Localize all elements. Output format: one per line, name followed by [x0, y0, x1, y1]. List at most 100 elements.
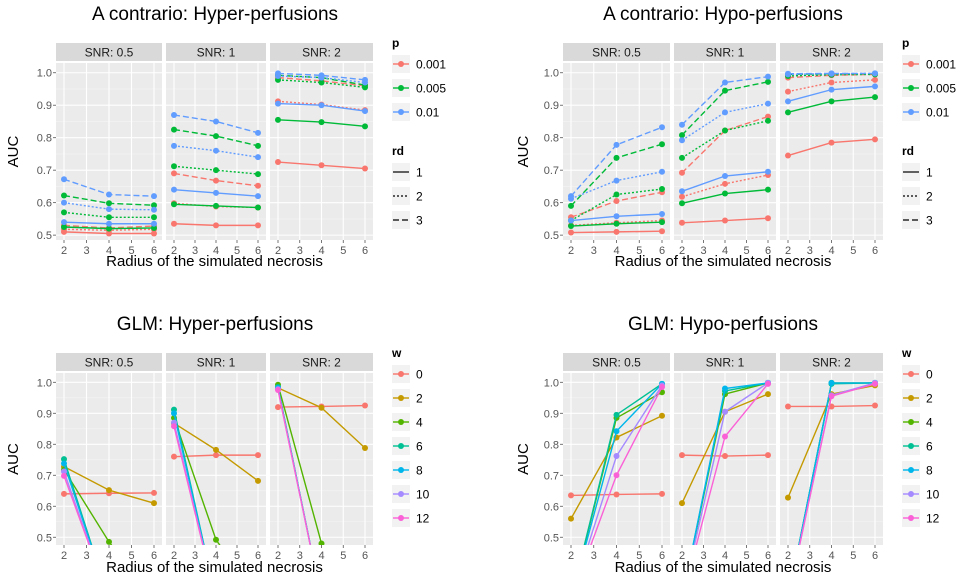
data-point — [275, 159, 281, 166]
data-point — [659, 228, 665, 235]
facet-strip-label: SNR: 1 — [197, 46, 236, 60]
legend-key — [392, 211, 410, 229]
data-point — [362, 108, 368, 115]
data-point — [171, 111, 177, 118]
x-tick-label: 2 — [275, 550, 281, 562]
legend-point — [398, 85, 404, 91]
facet-strip — [270, 353, 373, 371]
data-point — [151, 193, 157, 200]
y-tick-label: 0.9 — [37, 100, 52, 112]
data-point — [722, 127, 728, 134]
data-point — [61, 176, 67, 183]
chart-glm-hyper: GLM: Hyper-perfusions AUC Radius of the si… — [5, 314, 430, 576]
x-axis-label: Radius of the simulated necrosis — [615, 559, 832, 576]
data-point — [828, 379, 835, 386]
x-tick-label: 2 — [275, 245, 281, 257]
x-tick-label: 6 — [872, 550, 878, 562]
data-point — [613, 220, 620, 227]
legend-label: 0.01 — [926, 106, 950, 120]
x-tick-label: 5 — [743, 245, 749, 257]
legend-label: 10 — [926, 488, 940, 502]
x-tick-label: 3 — [297, 245, 303, 257]
data-point — [171, 163, 177, 170]
series-line-0.005-rd2 — [277, 79, 366, 89]
facet-strip-label: SNR: 2 — [812, 46, 851, 60]
legend-label: 0.001 — [926, 58, 956, 72]
x-tick-label: 2 — [171, 245, 177, 257]
data-point — [151, 202, 157, 209]
x-tick-label: 2 — [679, 245, 685, 257]
legend-title: rd — [392, 144, 404, 158]
data-point — [765, 73, 771, 80]
facet-series-group — [785, 379, 878, 545]
data-point — [659, 490, 665, 497]
x-tick-label: 4 — [213, 550, 219, 562]
data-point — [171, 453, 177, 460]
x-tick-label: 4 — [106, 550, 112, 562]
data-point — [722, 79, 728, 86]
legend-key — [902, 211, 920, 229]
data-point — [872, 136, 878, 143]
data-point — [213, 189, 219, 196]
data-point — [679, 154, 685, 161]
data-point — [765, 186, 771, 193]
y-tick-label: 0.6 — [37, 198, 52, 210]
facet-strip-label: SNR: 2 — [302, 46, 341, 60]
x-tick-label: 3 — [807, 245, 813, 257]
data-point — [106, 214, 112, 221]
data-point — [659, 168, 665, 175]
y-tick-label: 1.0 — [37, 377, 52, 389]
data-point — [213, 118, 219, 125]
data-point — [679, 193, 685, 200]
series-line-0.001-rd3 — [681, 115, 769, 174]
x-tick-label: 3 — [192, 245, 198, 257]
legend-title: p — [902, 36, 909, 50]
facet-series-group — [61, 456, 157, 545]
x-tick-label: 4 — [828, 245, 834, 257]
facet-strip — [563, 43, 670, 61]
facet-strip — [166, 43, 266, 61]
data-point — [61, 209, 67, 216]
data-point — [275, 70, 281, 77]
data-point — [318, 162, 325, 169]
legend-point — [908, 61, 914, 67]
data-point — [722, 433, 728, 440]
data-point — [61, 224, 67, 231]
data-point — [106, 225, 112, 232]
data-point — [872, 94, 878, 101]
x-tick-label: 5 — [850, 550, 856, 562]
legend-label: 2 — [926, 190, 933, 204]
data-point — [213, 202, 219, 209]
data-point — [872, 76, 878, 83]
data-point — [679, 500, 685, 507]
data-point — [255, 142, 261, 149]
legend-label: 12 — [416, 512, 430, 526]
legend-label: 10 — [416, 488, 430, 502]
x-tick-label: 6 — [255, 550, 261, 562]
x-tick-label: 5 — [743, 550, 749, 562]
x-tick-label: 4 — [722, 245, 728, 257]
data-point — [765, 391, 771, 398]
series-line-8 — [173, 413, 205, 545]
data-point — [171, 423, 177, 430]
legend-point — [908, 443, 914, 449]
data-point — [213, 222, 219, 229]
data-point — [171, 201, 177, 208]
data-point — [765, 380, 771, 387]
legend-point — [398, 515, 404, 521]
facet-strip — [56, 353, 162, 371]
data-point — [362, 76, 368, 83]
data-point — [362, 444, 368, 451]
legend-point — [908, 491, 914, 497]
facet-strip-label: SNR: 1 — [197, 356, 236, 370]
data-point — [722, 180, 728, 187]
facet-strip-label: SNR: 1 — [706, 356, 745, 370]
y-tick-label: 0.6 — [544, 198, 559, 210]
facet-strip — [780, 43, 883, 61]
data-point — [171, 410, 177, 417]
data-point — [568, 193, 574, 200]
y-tick-label: 0.9 — [37, 408, 52, 420]
legend-point — [908, 395, 914, 401]
x-tick-label: 3 — [83, 245, 89, 257]
x-tick-label: 6 — [362, 245, 368, 257]
